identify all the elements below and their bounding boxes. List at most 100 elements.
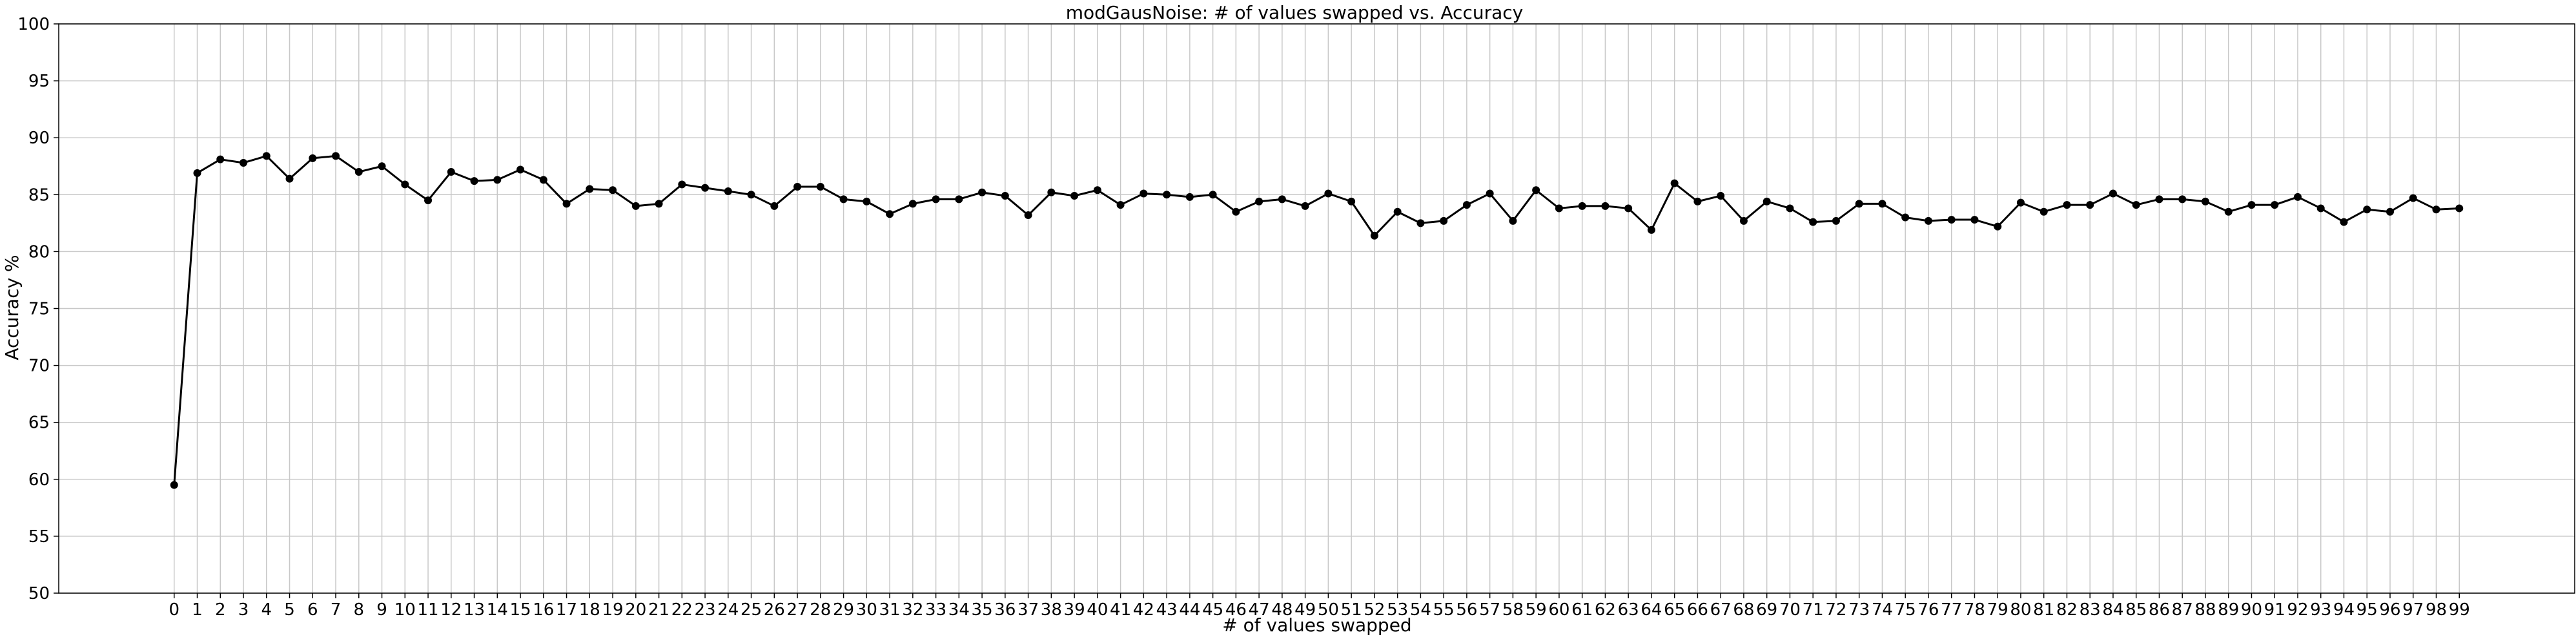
x-tick-label: 71 <box>1803 600 1824 620</box>
data-point <box>1209 191 1217 199</box>
x-tick-label: 69 <box>1756 600 1777 620</box>
x-tick-label: 61 <box>1571 600 1593 620</box>
data-point <box>1416 219 1425 227</box>
x-tick-label: 47 <box>1249 600 1270 620</box>
data-point <box>1878 200 1886 208</box>
data-point <box>2409 194 2417 202</box>
x-tick-label: 42 <box>1133 600 1154 620</box>
x-tick-label: 92 <box>2287 600 2308 620</box>
data-point <box>1370 231 1378 240</box>
data-point <box>1532 186 1540 194</box>
y-tick-label: 95 <box>28 72 50 91</box>
data-point <box>1070 192 1079 200</box>
data-point <box>1855 200 1863 208</box>
x-tick-label: 80 <box>2010 600 2031 620</box>
data-point <box>539 176 547 184</box>
data-point <box>378 162 386 171</box>
x-tick-label: 33 <box>925 600 946 620</box>
x-tick-label: 9 <box>376 600 387 620</box>
data-point <box>631 202 640 210</box>
x-tick-label: 11 <box>417 600 438 620</box>
data-point <box>216 155 225 163</box>
y-tick-label: 55 <box>28 527 50 547</box>
data-point <box>816 182 824 191</box>
x-tick-label: 23 <box>695 600 716 620</box>
data-point <box>1763 197 1771 205</box>
data-point <box>747 191 755 199</box>
x-tick-label: 97 <box>2402 600 2424 620</box>
data-point <box>401 180 409 189</box>
data-point <box>1393 207 1402 216</box>
x-tick-label: 60 <box>1548 600 1569 620</box>
y-tick-label: 100 <box>17 15 50 34</box>
data-point <box>2293 193 2302 201</box>
data-point <box>932 195 940 204</box>
x-tick-label: 28 <box>810 600 831 620</box>
data-point <box>1324 189 1333 198</box>
data-point <box>193 169 201 177</box>
x-tick-label: 76 <box>1917 600 1939 620</box>
x-tick-label: 93 <box>2310 600 2331 620</box>
data-point <box>1809 218 1817 226</box>
data-point <box>2316 204 2325 213</box>
x-tick-label: 89 <box>2218 600 2239 620</box>
x-tick-label: 40 <box>1087 600 1108 620</box>
x-tick-label: 1 <box>192 600 203 620</box>
x-tick-label: 56 <box>1456 600 1477 620</box>
data-series <box>170 152 2464 489</box>
x-tick-label: 99 <box>2449 600 2470 620</box>
data-point <box>1024 211 1032 220</box>
data-point <box>2363 205 2371 214</box>
x-tick-label: 54 <box>1410 600 1431 620</box>
x-tick-label: 62 <box>1595 600 1616 620</box>
y-axis-label: Accuracy % <box>1 255 23 360</box>
x-tick-label: 44 <box>1179 600 1200 620</box>
data-point <box>1578 202 1586 210</box>
x-tick-label: 70 <box>1779 600 1801 620</box>
data-point <box>562 200 571 208</box>
x-tick-label: 94 <box>2333 600 2355 620</box>
x-tick-label: 81 <box>2033 600 2054 620</box>
x-tick-label: 13 <box>464 600 485 620</box>
y-tick-label: 60 <box>28 470 50 490</box>
data-point <box>1301 202 1309 210</box>
x-tick-label: 2 <box>215 600 226 620</box>
y-tick-label: 50 <box>28 584 50 603</box>
data-point <box>1832 216 1840 225</box>
data-point <box>1970 216 1979 224</box>
x-tick-label: 63 <box>1618 600 1639 620</box>
data-point <box>1486 189 1494 198</box>
data-point <box>863 197 871 205</box>
data-point <box>1232 207 1240 216</box>
y-axis-ticks: 50 55 60 65 70 75 80 85 90 95 100 <box>17 15 59 603</box>
x-tick-label: 32 <box>902 600 923 620</box>
series-line <box>173 154 2460 485</box>
data-point <box>2201 197 2209 205</box>
x-tick-label: 74 <box>1872 600 1893 620</box>
data-point <box>1440 216 1448 225</box>
data-point <box>1924 216 1932 225</box>
x-tick-label: 6 <box>307 600 318 620</box>
data-point <box>1717 192 1725 200</box>
x-tick-label: 29 <box>833 600 854 620</box>
data-point <box>1462 201 1471 209</box>
x-tick-label: 46 <box>1225 600 1247 620</box>
x-axis-ticks: 0 1 2 3 4 5 6 7 8 9 10 11 12 13 14 15 16 17 18 19 20 21 22 23 24… <box>169 593 2470 620</box>
data-point <box>1901 213 1910 222</box>
x-tick-label: 0 <box>169 600 179 620</box>
x-tick-label: 35 <box>972 600 993 620</box>
data-point <box>1001 192 1009 200</box>
x-tick-label: 34 <box>948 600 970 620</box>
data-point <box>309 154 317 162</box>
data-point <box>332 152 340 160</box>
data-point <box>170 481 178 489</box>
y-tick-label: 90 <box>28 129 50 148</box>
x-tick-label: 72 <box>1825 600 1846 620</box>
data-point <box>586 185 594 193</box>
data-point <box>1994 222 2002 231</box>
x-tick-label: 78 <box>1964 600 1985 620</box>
data-point <box>240 158 248 167</box>
x-tick-label: 30 <box>856 600 877 620</box>
x-tick-label: 19 <box>602 600 624 620</box>
